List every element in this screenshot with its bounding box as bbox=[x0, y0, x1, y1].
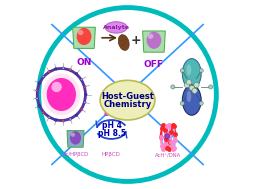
Ellipse shape bbox=[184, 82, 189, 88]
Text: pH 4: pH 4 bbox=[102, 121, 122, 130]
Ellipse shape bbox=[80, 108, 83, 111]
Ellipse shape bbox=[182, 85, 200, 115]
Ellipse shape bbox=[105, 22, 126, 33]
Text: DNA: DNA bbox=[103, 111, 119, 117]
Text: OFF: OFF bbox=[144, 60, 163, 70]
Ellipse shape bbox=[36, 90, 38, 92]
Text: pH 8.5: pH 8.5 bbox=[98, 129, 126, 138]
Text: Analyte: Analyte bbox=[102, 25, 129, 30]
Ellipse shape bbox=[77, 30, 83, 35]
Ellipse shape bbox=[62, 67, 64, 69]
Ellipse shape bbox=[36, 89, 38, 92]
Ellipse shape bbox=[42, 75, 44, 78]
Ellipse shape bbox=[170, 85, 174, 89]
Ellipse shape bbox=[193, 82, 198, 88]
Ellipse shape bbox=[188, 85, 194, 91]
Ellipse shape bbox=[39, 8, 215, 181]
Text: +: + bbox=[130, 34, 141, 47]
Ellipse shape bbox=[146, 32, 161, 49]
Ellipse shape bbox=[76, 28, 91, 45]
Polygon shape bbox=[67, 131, 84, 147]
Ellipse shape bbox=[48, 116, 50, 119]
Polygon shape bbox=[72, 27, 95, 48]
Ellipse shape bbox=[147, 34, 153, 39]
Ellipse shape bbox=[164, 134, 169, 138]
Ellipse shape bbox=[83, 86, 85, 88]
Ellipse shape bbox=[42, 111, 44, 114]
Ellipse shape bbox=[42, 111, 44, 113]
Ellipse shape bbox=[71, 133, 75, 137]
Ellipse shape bbox=[62, 120, 64, 122]
Ellipse shape bbox=[186, 80, 191, 85]
Ellipse shape bbox=[69, 69, 71, 71]
Ellipse shape bbox=[118, 35, 129, 50]
Ellipse shape bbox=[191, 88, 196, 93]
Text: Host-Guest: Host-Guest bbox=[101, 91, 153, 101]
Ellipse shape bbox=[100, 80, 154, 120]
Ellipse shape bbox=[186, 91, 190, 102]
Ellipse shape bbox=[180, 68, 184, 73]
Ellipse shape bbox=[54, 119, 57, 122]
Ellipse shape bbox=[62, 120, 64, 122]
Ellipse shape bbox=[42, 74, 80, 115]
Ellipse shape bbox=[121, 40, 122, 41]
Ellipse shape bbox=[198, 101, 202, 105]
Ellipse shape bbox=[80, 78, 83, 81]
Ellipse shape bbox=[69, 69, 71, 71]
Ellipse shape bbox=[122, 45, 123, 46]
Ellipse shape bbox=[70, 131, 81, 145]
Text: Ac/HPβCD: Ac/HPβCD bbox=[62, 152, 88, 157]
Text: AcH⁺/DNA: AcH⁺/DNA bbox=[154, 153, 181, 158]
Ellipse shape bbox=[83, 101, 86, 104]
Ellipse shape bbox=[51, 82, 61, 92]
Ellipse shape bbox=[69, 118, 71, 120]
Ellipse shape bbox=[75, 73, 77, 75]
Ellipse shape bbox=[208, 85, 212, 89]
Ellipse shape bbox=[80, 108, 82, 110]
Text: HPβCD: HPβCD bbox=[102, 152, 120, 157]
Ellipse shape bbox=[124, 39, 126, 40]
Ellipse shape bbox=[48, 71, 50, 73]
Ellipse shape bbox=[83, 85, 86, 88]
Ellipse shape bbox=[180, 101, 184, 105]
Polygon shape bbox=[142, 31, 165, 52]
Ellipse shape bbox=[198, 68, 202, 73]
Text: Chemistry: Chemistry bbox=[103, 100, 151, 109]
Ellipse shape bbox=[186, 64, 190, 76]
Ellipse shape bbox=[48, 70, 50, 73]
Text: ON: ON bbox=[76, 58, 91, 67]
Ellipse shape bbox=[38, 105, 40, 107]
Ellipse shape bbox=[84, 93, 87, 96]
Ellipse shape bbox=[182, 59, 200, 89]
Ellipse shape bbox=[54, 67, 57, 70]
Ellipse shape bbox=[75, 114, 77, 116]
Ellipse shape bbox=[38, 82, 40, 84]
Ellipse shape bbox=[36, 97, 38, 100]
Ellipse shape bbox=[46, 78, 76, 111]
Ellipse shape bbox=[124, 43, 125, 44]
